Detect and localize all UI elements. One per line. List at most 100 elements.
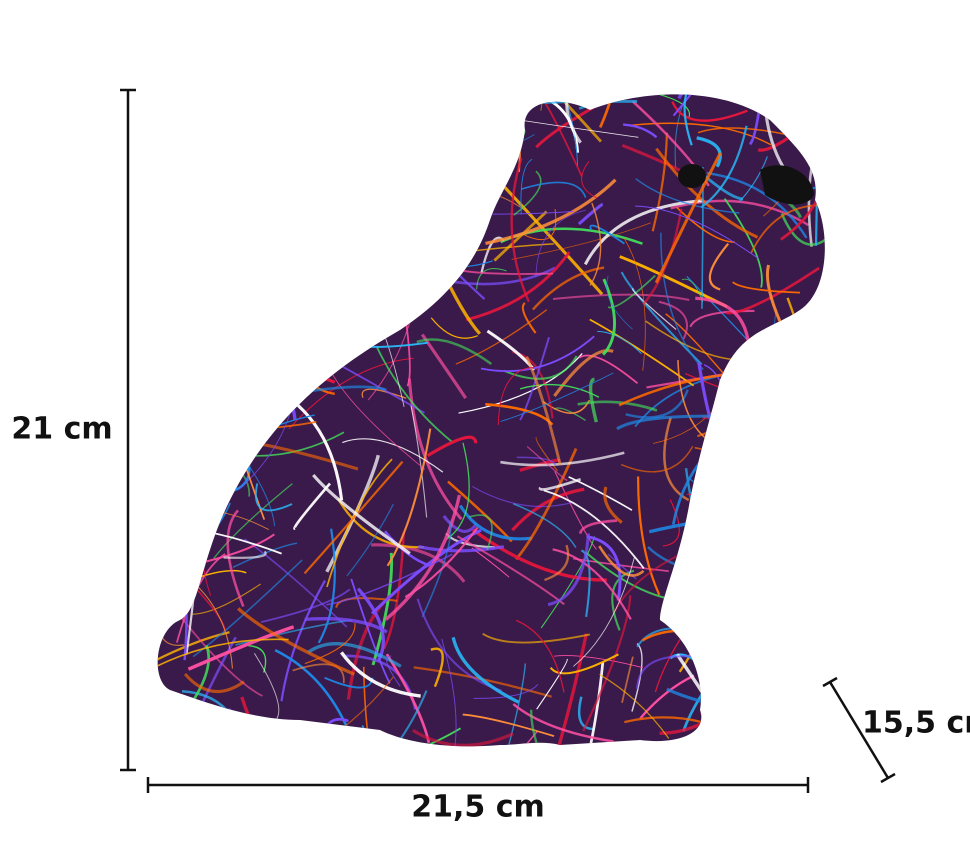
paint-stroke xyxy=(704,507,766,526)
rule-end xyxy=(880,772,896,784)
paint-stroke xyxy=(157,96,189,116)
paint-stroke xyxy=(513,503,577,548)
paint-stroke xyxy=(461,269,554,275)
paint-stroke xyxy=(694,446,825,455)
paint-stroke xyxy=(350,578,391,684)
paint-stroke xyxy=(588,662,605,747)
width-rule xyxy=(146,777,810,793)
paint-stroke xyxy=(223,550,267,559)
paint-stroke xyxy=(340,651,421,698)
paint-stroke xyxy=(157,245,169,301)
paint-stroke xyxy=(582,595,632,732)
paint-stroke xyxy=(267,264,377,286)
paint-stroke xyxy=(197,233,305,333)
paint-stroke xyxy=(715,585,744,610)
paint-stroke xyxy=(433,94,507,193)
paint-stroke xyxy=(702,755,738,844)
paint-stroke xyxy=(451,636,520,704)
paint-stroke xyxy=(253,653,280,721)
paint-stroke xyxy=(815,322,825,448)
paint-stroke xyxy=(219,425,237,490)
paint-stroke xyxy=(549,653,619,675)
paint-stroke xyxy=(361,238,413,264)
paint-stroke xyxy=(157,142,280,168)
paint-stroke xyxy=(577,202,604,226)
paint-stroke xyxy=(312,473,411,555)
paint-stroke xyxy=(157,284,165,302)
paint-stroke xyxy=(157,387,188,409)
paint-stroke xyxy=(686,486,793,496)
paint-stroke xyxy=(343,163,358,220)
paint-stroke xyxy=(535,436,558,472)
paint-stroke xyxy=(303,460,404,575)
paint-stroke xyxy=(629,122,772,146)
paint-stroke xyxy=(183,673,245,694)
dog-figurine xyxy=(20,33,854,844)
paint-stroke xyxy=(275,94,386,137)
paint-stroke xyxy=(456,535,565,606)
paint-stroke xyxy=(193,233,229,261)
paint-stroke xyxy=(573,556,636,667)
paint-stroke xyxy=(477,33,490,91)
paint-stroke xyxy=(291,232,328,313)
paint-stroke xyxy=(329,368,426,470)
paint-stroke xyxy=(603,486,623,524)
paint-stroke xyxy=(526,445,568,481)
paint-stroke xyxy=(264,194,293,264)
paint-stroke xyxy=(233,94,251,174)
paint-stroke xyxy=(178,212,257,251)
paint-stroke xyxy=(256,319,386,337)
paint-stroke xyxy=(288,357,414,430)
paint-stroke xyxy=(589,224,625,245)
paint-stroke xyxy=(766,450,800,592)
paint-stroke xyxy=(811,451,818,533)
paint-stroke xyxy=(474,94,563,100)
paint-stroke xyxy=(280,580,326,702)
paint-stroke xyxy=(312,742,338,747)
paint-stroke xyxy=(548,633,588,747)
paint-stroke xyxy=(414,166,481,189)
paint-stroke xyxy=(167,138,241,220)
paint-stroke xyxy=(833,644,854,690)
paint-stroke xyxy=(231,389,245,428)
paint-stroke xyxy=(225,741,281,747)
paint-stroke xyxy=(500,372,614,422)
paint-stroke xyxy=(687,488,718,606)
paint-stroke xyxy=(631,643,643,712)
paint-stroke xyxy=(362,127,389,169)
paint-stroke xyxy=(169,504,220,529)
paint-stroke xyxy=(247,229,332,287)
paint-stroke xyxy=(516,619,565,693)
paint-stroke xyxy=(577,400,658,412)
paint-stroke xyxy=(205,166,249,277)
paint-stroke xyxy=(435,94,483,115)
paint-stroke xyxy=(680,501,793,582)
paint-stroke xyxy=(497,663,527,747)
paint-stroke xyxy=(161,715,234,731)
paint-stroke xyxy=(749,586,805,659)
paint-stroke xyxy=(226,509,245,607)
paint-stroke xyxy=(460,730,539,747)
paint-stroke xyxy=(624,238,646,371)
paint-stroke xyxy=(20,717,152,731)
paint-stroke xyxy=(174,529,206,581)
depth-rule xyxy=(822,676,896,784)
paint-stroke xyxy=(247,178,282,207)
paint-stroke xyxy=(273,94,373,125)
paint-stroke xyxy=(157,638,289,668)
paint-stroke xyxy=(157,521,195,582)
paint-stroke xyxy=(660,232,704,371)
paint-stroke xyxy=(662,499,680,547)
paint-stroke xyxy=(157,722,172,734)
paint-stroke xyxy=(632,288,677,330)
paint-stroke xyxy=(804,405,825,443)
paint-stroke xyxy=(521,302,537,334)
paint-stroke xyxy=(598,94,616,128)
paint-stroke xyxy=(810,508,825,564)
height-label: 21 cm xyxy=(11,412,112,447)
paint-stroke xyxy=(578,519,618,535)
paint-stroke xyxy=(654,152,722,284)
paint-stroke xyxy=(48,179,152,228)
paint-stroke xyxy=(185,146,274,233)
